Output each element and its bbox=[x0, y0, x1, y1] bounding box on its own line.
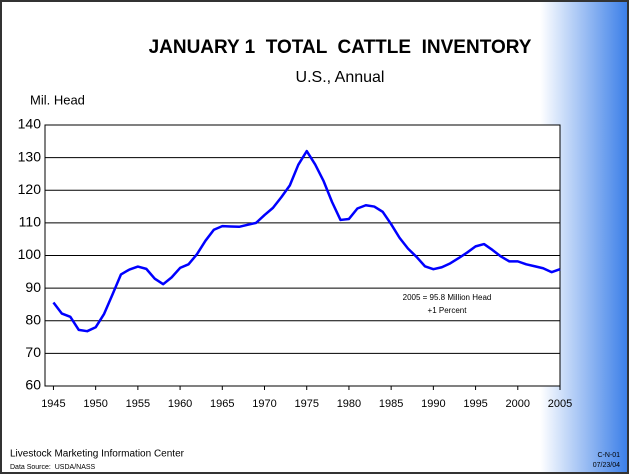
y-tick-label: 60 bbox=[25, 377, 41, 393]
code: C-N-01 bbox=[597, 452, 620, 459]
y-tick-label: 80 bbox=[25, 311, 41, 327]
y-tick-label: 90 bbox=[25, 279, 41, 295]
x-tick-label: 1990 bbox=[421, 398, 445, 410]
chart-subtitle: U.S., Annual bbox=[296, 69, 385, 86]
x-tick-label: 1980 bbox=[337, 398, 361, 410]
x-tick-label: 1950 bbox=[83, 398, 107, 410]
y-axis-label: Mil. Head bbox=[30, 92, 85, 107]
x-tick-label: 1995 bbox=[463, 398, 487, 410]
y-tick-label: 70 bbox=[25, 344, 41, 360]
x-tick-label: 1985 bbox=[379, 398, 403, 410]
chart-title: JANUARY 1 TOTAL CATTLE INVENTORY bbox=[149, 37, 532, 58]
x-tick-label: 1960 bbox=[168, 398, 192, 410]
y-tick-label: 120 bbox=[18, 181, 42, 197]
y-tick-label: 110 bbox=[19, 214, 42, 230]
data-line bbox=[52, 149, 561, 333]
date: 07/23/04 bbox=[593, 462, 620, 469]
x-tick-label: 2005 bbox=[548, 398, 572, 410]
source: Data Source: USDA/NASS bbox=[10, 464, 96, 471]
x-tick-label: 1955 bbox=[126, 398, 150, 410]
y-tick-label: 100 bbox=[18, 246, 42, 262]
y-tick-label: 130 bbox=[18, 148, 42, 164]
x-tick-label: 1970 bbox=[252, 398, 276, 410]
y-tick-label: 140 bbox=[18, 116, 42, 132]
annotation: +1 Percent bbox=[428, 306, 468, 315]
x-tick-label: 1965 bbox=[210, 398, 234, 410]
plot-border bbox=[44, 124, 561, 387]
x-tick-label: 1945 bbox=[41, 398, 65, 410]
x-tick-label: 2000 bbox=[506, 398, 530, 410]
x-tick-label: 1975 bbox=[294, 398, 318, 410]
annotation: 2005 = 95.8 Million Head bbox=[403, 293, 492, 302]
footer: Livestock Marketing Information Center bbox=[10, 449, 185, 460]
